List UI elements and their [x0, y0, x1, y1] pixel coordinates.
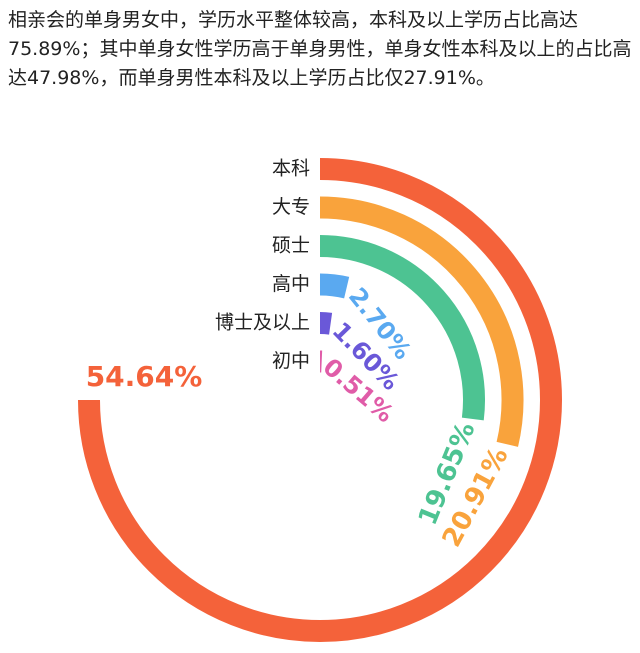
category-label: 硕士 [272, 235, 310, 257]
radial-bar [319, 273, 350, 299]
intro-text: 相亲会的单身男女中，学历水平整体较高，本科及以上学历占比高达75.89%；其中单… [8, 9, 632, 89]
radial-bar [319, 312, 333, 335]
category-label: 大专 [272, 196, 310, 218]
category-label: 博士及以上 [215, 312, 310, 334]
category-label: 初中 [272, 350, 310, 372]
radial-bar [319, 196, 524, 447]
category-label: 高中 [272, 273, 310, 295]
category-label: 本科 [272, 158, 310, 180]
radial-bar [78, 158, 562, 642]
value-label: 54.64% [86, 360, 203, 393]
radial-bar [319, 235, 485, 421]
